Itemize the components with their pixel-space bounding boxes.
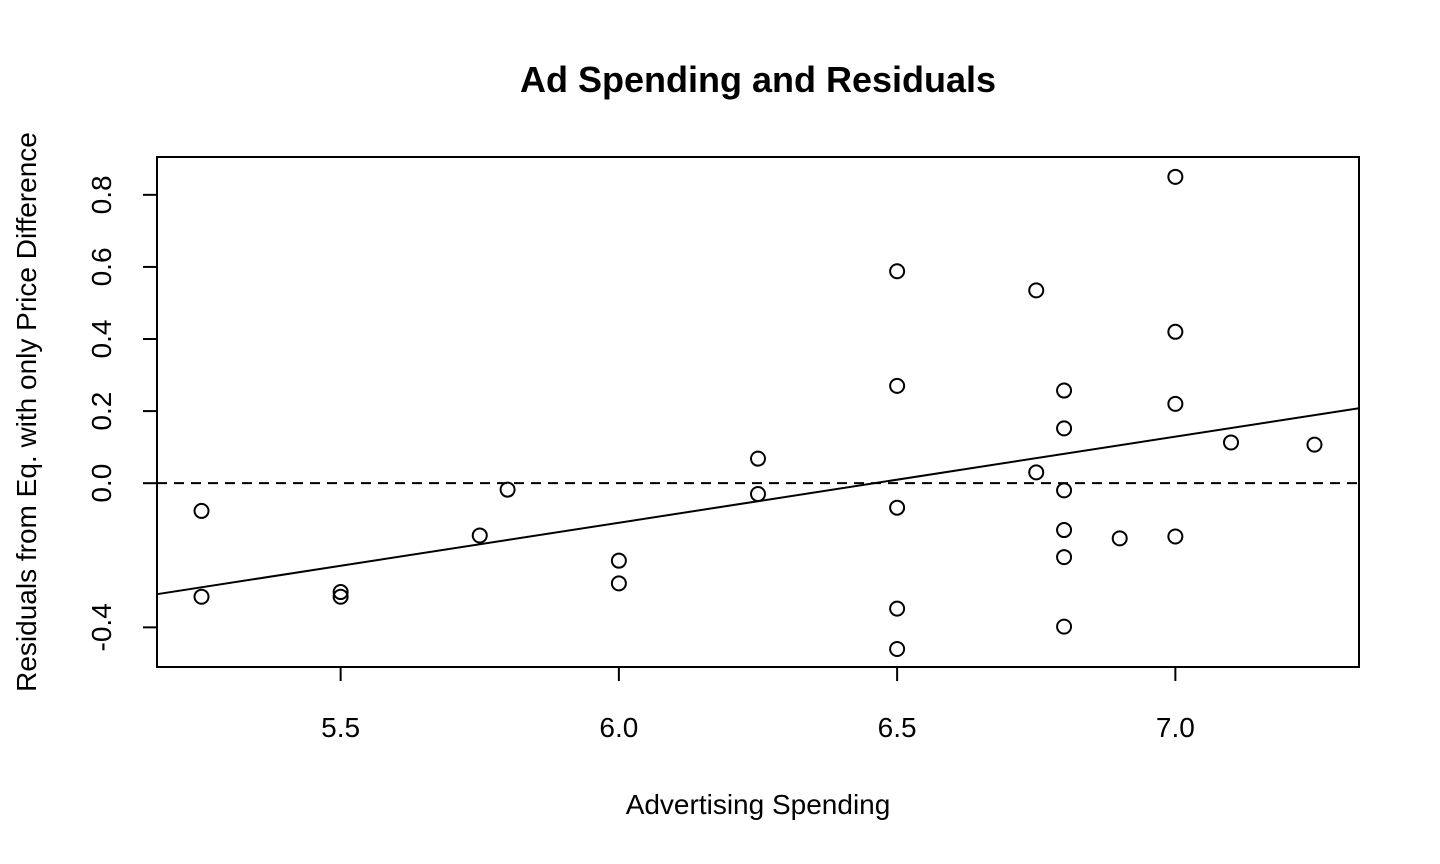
- scatter-point: [1056, 420, 1073, 437]
- scatter-point: [1223, 434, 1240, 451]
- scatter-point: [193, 588, 210, 605]
- y-tick-label: 0.6: [86, 247, 117, 286]
- scatter-point: [499, 481, 516, 498]
- chart-title: Ad Spending and Residuals: [520, 59, 996, 100]
- scatter-point: [1056, 382, 1073, 399]
- x-tick-label: 6.0: [599, 712, 638, 743]
- scatter-point: [1306, 436, 1323, 453]
- scatter-point: [889, 640, 906, 657]
- scatter-point: [193, 502, 210, 519]
- x-tick-label: 5.5: [321, 712, 360, 743]
- y-tick-label: 0.0: [86, 464, 117, 503]
- scatter-point: [332, 588, 349, 605]
- scatter-point: [750, 485, 766, 502]
- scatter-point: [1056, 482, 1073, 499]
- scatter-point: [889, 600, 906, 617]
- scatter-point: [1028, 464, 1045, 481]
- scatter-point: [1056, 522, 1073, 539]
- plot-frame: [156, 156, 1360, 668]
- scatter-point: [1167, 323, 1184, 340]
- scatter-point: [1167, 395, 1184, 412]
- scatter-point: [889, 377, 906, 394]
- y-tick-label: 0.2: [86, 392, 117, 431]
- scatter-point: [1167, 168, 1184, 185]
- scatter-point: [1056, 618, 1073, 635]
- scatter-point: [1167, 528, 1184, 545]
- scatter-point: [610, 575, 627, 592]
- x-tick-label: 6.5: [878, 712, 917, 743]
- scatter-point: [889, 499, 906, 516]
- y-axis-label: Residuals from Eq. with only Price Diffe…: [11, 132, 42, 692]
- y-tick-label: 0.8: [86, 175, 117, 214]
- scatter-point: [750, 450, 766, 467]
- x-tick-label: 7.0: [1156, 712, 1195, 743]
- scatter-point: [889, 263, 906, 280]
- y-tick-label: -0.4: [86, 603, 117, 651]
- y-axis: -0.4 0.0 0.2 0.4 0.6 0.8: [86, 175, 157, 651]
- scatter-point: [610, 552, 627, 569]
- x-axis-label: Advertising Spending: [626, 789, 891, 820]
- scatter-point: [332, 584, 349, 601]
- scatter-point: [471, 527, 488, 544]
- scatter-point: [1056, 549, 1073, 566]
- data-points: [193, 168, 1323, 657]
- x-axis: 5.5 6.0 6.5 7.0: [321, 667, 1195, 743]
- scatter-point: [1028, 282, 1045, 299]
- scatter-point: [1111, 530, 1128, 547]
- y-tick-label: 0.4: [86, 320, 117, 359]
